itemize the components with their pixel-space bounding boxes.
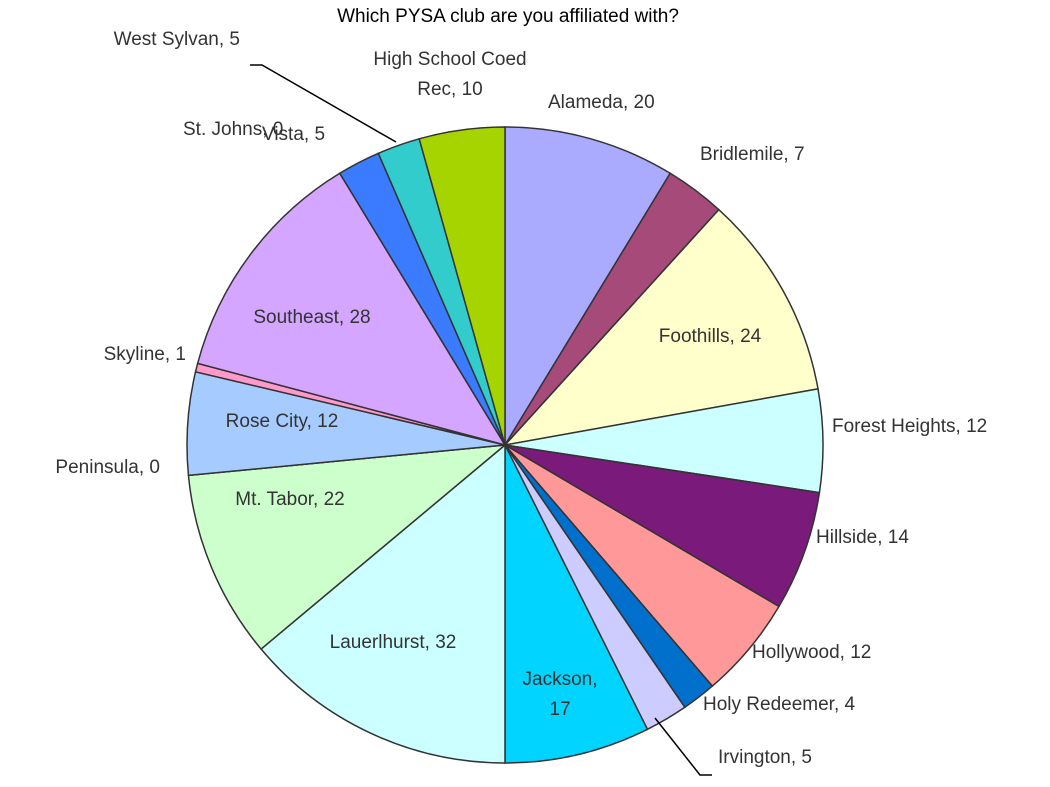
data-label: St. Johns, 0 — [183, 119, 284, 140]
data-label: Rose City, 12 — [225, 411, 339, 432]
chart-title: Which PYSA club are you affiliated with? — [337, 6, 679, 27]
data-label: Hillside, 14 — [816, 527, 909, 548]
pie-slice — [502, 208, 819, 447]
data-label: Peninsula, 0 — [55, 457, 160, 478]
pie-slice — [187, 444, 508, 651]
data-label: Forest Heights, 12 — [832, 416, 988, 437]
data-label: Foothills, 24 — [658, 326, 762, 347]
data-label: Mt. Tabor, 22 — [235, 489, 345, 510]
data-label: West Sylvan, 5 — [113, 29, 240, 50]
data-label: Vista, 5 — [262, 124, 326, 145]
leader-line — [654, 717, 712, 776]
data-label: Hollywood, 12 — [752, 642, 872, 663]
pie-slice — [504, 444, 649, 764]
data-label: Irvington, 5 — [718, 747, 812, 768]
data-label: High School Coed Rec, 10 — [373, 49, 527, 100]
pie-slice — [504, 126, 672, 448]
leader-line — [250, 64, 397, 143]
pie-slice — [418, 126, 506, 446]
data-label: Skyline, 1 — [103, 344, 186, 365]
data-label: Alameda, 20 — [548, 92, 655, 113]
pie-slice — [196, 172, 507, 447]
data-label: Holy Redeemer, 4 — [703, 694, 856, 715]
pie-slice — [504, 444, 821, 608]
data-label: Jackson, 17 — [522, 669, 598, 720]
pie-slice — [260, 443, 506, 764]
data-label: Lauerlhurst, 32 — [329, 632, 457, 653]
data-label: Southeast, 28 — [253, 307, 371, 328]
data-label: Bridlemile, 7 — [700, 144, 805, 165]
